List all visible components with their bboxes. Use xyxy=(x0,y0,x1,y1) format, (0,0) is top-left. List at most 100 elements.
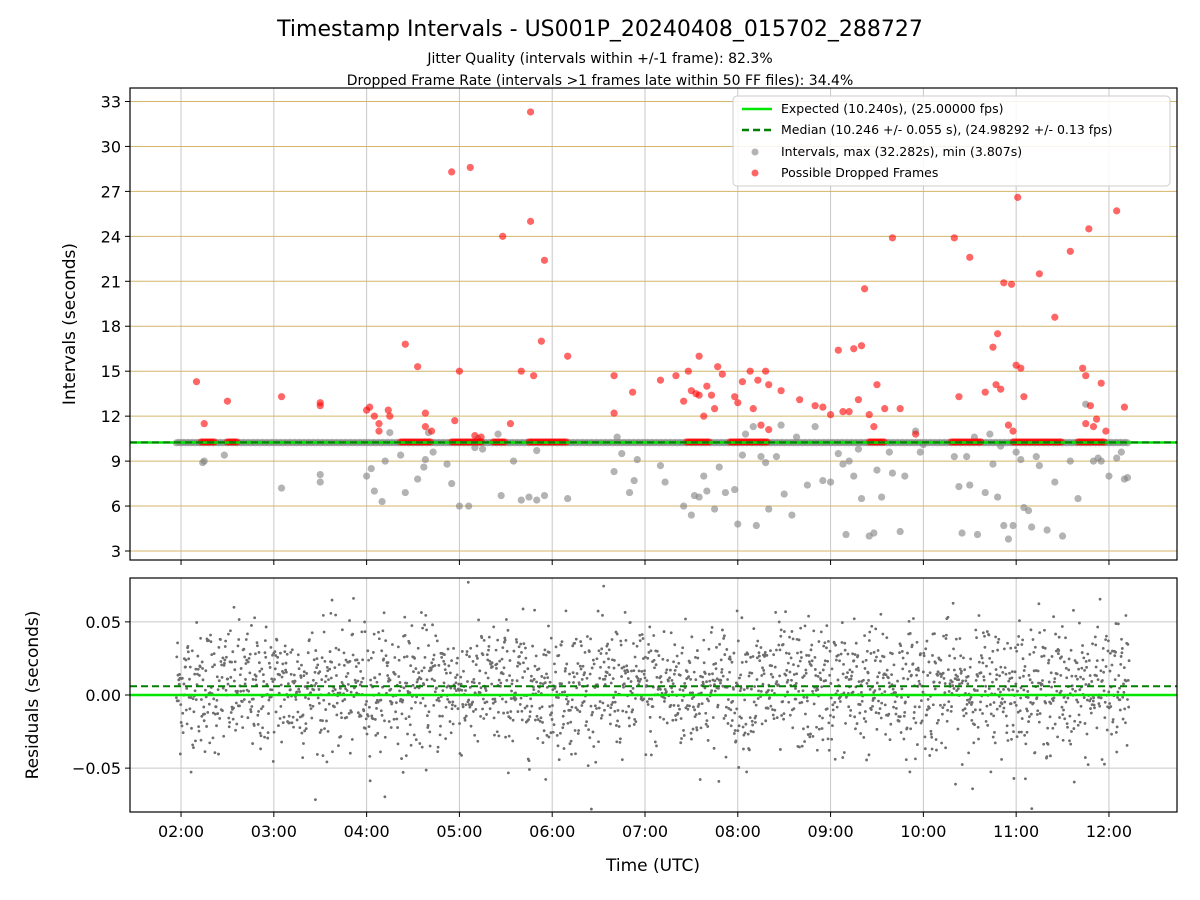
residual-point xyxy=(846,652,850,656)
residual-point xyxy=(847,705,851,709)
residual-point xyxy=(281,721,285,724)
residual-point xyxy=(208,741,212,745)
residual-point xyxy=(524,646,527,650)
residual-point xyxy=(575,672,579,675)
residual-point xyxy=(859,732,863,735)
residual-point xyxy=(1103,700,1107,704)
residual-point xyxy=(507,734,511,738)
residual-point xyxy=(237,618,241,621)
residual-point xyxy=(438,714,442,718)
residual-point xyxy=(318,731,322,734)
residual-point xyxy=(959,654,963,658)
residual-point xyxy=(227,632,230,636)
residual-point xyxy=(917,705,921,709)
residual-point xyxy=(299,676,303,679)
residuals-y-axis-label: Residuals (seconds) xyxy=(23,611,43,780)
residual-point xyxy=(274,710,278,714)
residual-point xyxy=(912,711,916,714)
residual-point xyxy=(1078,688,1082,692)
residual-point xyxy=(1117,674,1121,677)
residual-point xyxy=(419,701,423,705)
residual-point xyxy=(612,666,616,670)
residual-point xyxy=(365,699,369,703)
residual-point xyxy=(431,623,434,627)
residual-point xyxy=(743,698,747,702)
residual-point xyxy=(367,658,370,662)
residual-point xyxy=(578,664,582,668)
residual-point xyxy=(727,707,731,710)
residual-point xyxy=(207,639,210,642)
residual-point xyxy=(879,612,883,616)
residual-point xyxy=(1115,750,1119,754)
residual-point xyxy=(508,674,511,677)
residual-point xyxy=(819,630,823,634)
residual-point xyxy=(551,688,555,692)
residual-point xyxy=(790,630,794,633)
residual-point xyxy=(827,721,831,725)
residual-point xyxy=(905,726,909,730)
residual-point xyxy=(860,699,864,703)
residual-point xyxy=(420,669,424,673)
residual-point xyxy=(1104,665,1108,668)
residual-point xyxy=(908,632,912,635)
interval-point xyxy=(788,511,796,519)
residual-point xyxy=(815,725,818,729)
residual-point xyxy=(902,737,906,741)
residual-point xyxy=(732,732,736,735)
residual-point xyxy=(574,637,578,641)
residual-point xyxy=(293,679,297,683)
residual-point xyxy=(281,662,285,666)
residual-point xyxy=(1014,646,1017,650)
residual-point xyxy=(1052,615,1056,619)
residual-point xyxy=(499,681,503,685)
residual-point xyxy=(1005,731,1009,735)
residual-point xyxy=(278,673,282,677)
residual-point xyxy=(546,676,550,680)
residual-point xyxy=(485,700,489,704)
dropped-frame-point xyxy=(1035,270,1043,278)
residual-point xyxy=(510,679,514,682)
residual-point xyxy=(248,700,251,704)
residual-point xyxy=(602,584,606,588)
residual-point xyxy=(207,702,211,706)
residual-point xyxy=(896,679,899,683)
residual-point xyxy=(427,710,431,714)
residual-point xyxy=(878,687,882,691)
residual-point xyxy=(614,724,618,727)
residual-point xyxy=(361,658,365,662)
dropped-frame-point xyxy=(421,409,429,417)
dropped-frame-point xyxy=(366,403,374,411)
residual-point xyxy=(465,650,469,653)
residual-point xyxy=(759,689,763,693)
residual-point xyxy=(703,672,707,675)
residual-point xyxy=(595,657,599,661)
residual-point xyxy=(283,644,287,648)
residual-point xyxy=(935,721,939,725)
residual-point xyxy=(668,668,672,672)
residual-point xyxy=(1079,704,1083,708)
residual-point xyxy=(1049,702,1053,705)
residual-point xyxy=(211,736,215,740)
residual-point xyxy=(775,680,779,683)
interval-point xyxy=(1043,526,1051,534)
residual-point xyxy=(1086,652,1090,656)
residual-point xyxy=(774,611,778,614)
dropped-frame-point xyxy=(757,421,765,429)
residual-point xyxy=(856,654,860,657)
residual-point xyxy=(516,664,519,668)
residual-point xyxy=(469,724,473,728)
residual-point xyxy=(248,671,252,675)
residual-point xyxy=(344,658,348,662)
residual-point xyxy=(972,741,976,745)
residual-point xyxy=(225,655,228,659)
residual-point xyxy=(506,711,509,715)
residual-point xyxy=(343,697,347,701)
residual-point xyxy=(492,625,496,629)
residual-point xyxy=(900,650,904,653)
residual-point xyxy=(940,741,944,745)
residual-point xyxy=(376,731,380,735)
dropped-frame-point xyxy=(1120,403,1129,411)
residual-point xyxy=(704,711,708,715)
residual-point xyxy=(966,698,969,702)
